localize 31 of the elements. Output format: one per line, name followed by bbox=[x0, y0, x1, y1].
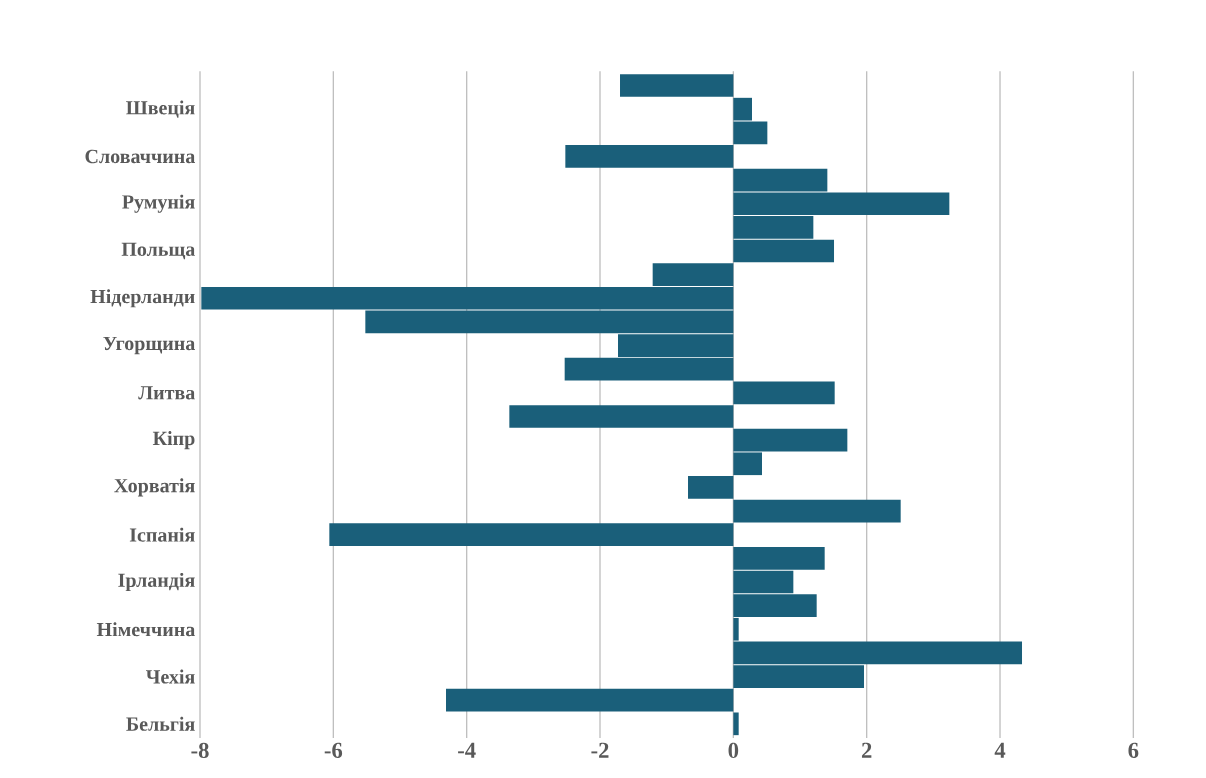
bar bbox=[620, 74, 734, 97]
bar bbox=[688, 476, 734, 499]
y-tick-label: Іспанія bbox=[129, 527, 195, 542]
bar bbox=[509, 405, 734, 428]
y-tick-label: Польща bbox=[121, 242, 195, 260]
y-tick-label: Бельгія bbox=[126, 716, 195, 731]
bar bbox=[733, 499, 901, 523]
x-tick-label: -4 bbox=[458, 742, 476, 758]
x-tick-label: -8 bbox=[191, 742, 209, 759]
x-tick-label: 0 bbox=[728, 742, 739, 759]
y-tick-label: Угорщина bbox=[103, 336, 195, 355]
bar bbox=[329, 523, 734, 547]
x-tick-label: -6 bbox=[324, 742, 343, 758]
x-tick-label: -2 bbox=[591, 742, 609, 758]
bar bbox=[565, 145, 734, 168]
y-tick-label: Румунія bbox=[122, 194, 195, 213]
y-tick-label: Ірландія bbox=[118, 572, 195, 592]
x-tick-label: 6 bbox=[1128, 742, 1139, 758]
y-tick-label: Чехія bbox=[146, 669, 195, 684]
y-tick-label: Словаччина bbox=[85, 149, 195, 164]
y-tick-label: Німеччина bbox=[96, 622, 196, 637]
y-tick-label: Швеція bbox=[126, 100, 195, 118]
bar bbox=[446, 688, 734, 712]
y-tick-label: Кіпр bbox=[152, 431, 195, 450]
bar bbox=[733, 712, 739, 736]
y-tick-label: Хорватія bbox=[114, 478, 195, 497]
y-tick-label: Литва bbox=[138, 386, 195, 400]
x-tick-label: 2 bbox=[861, 742, 872, 758]
x-tick-label: 4 bbox=[994, 742, 1006, 758]
y-tick-label: Нідерланди bbox=[90, 289, 195, 308]
bar bbox=[733, 381, 835, 405]
